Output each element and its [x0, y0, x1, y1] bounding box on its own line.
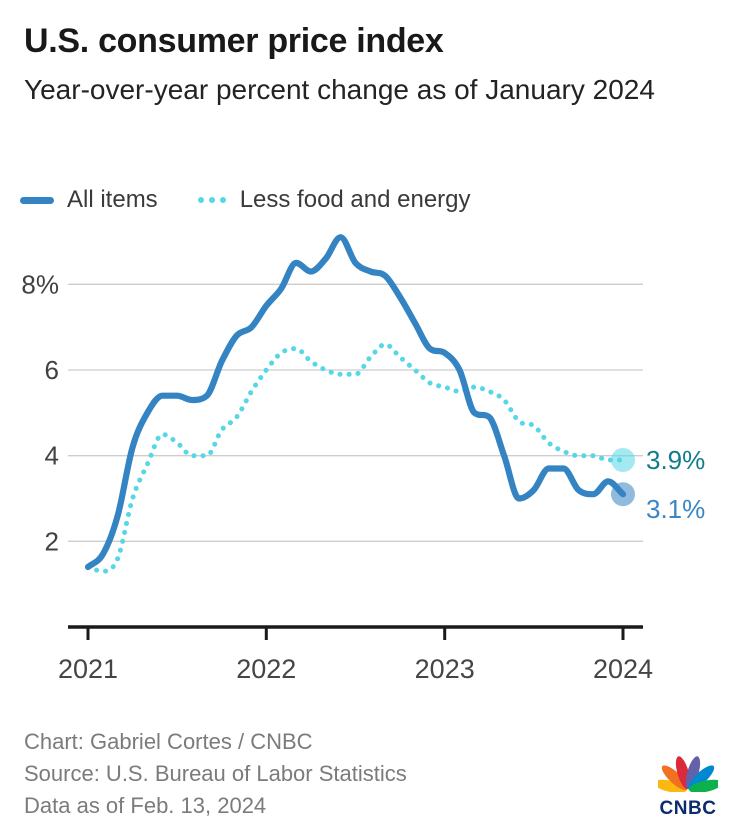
cnbc-wordmark: CNBC — [659, 798, 717, 819]
cnbc-peacock-icon — [653, 756, 723, 793]
peacock-feather-petal — [661, 765, 688, 791]
series-end-label: 3.9% — [646, 445, 705, 475]
all-items-line-swatch — [20, 196, 54, 204]
x-axis-label: 2021 — [58, 654, 118, 684]
series-end-dot — [611, 482, 635, 507]
less-food-energy-line — [85, 341, 626, 574]
x-axis-label: 2022 — [236, 654, 296, 684]
peacock-feather — [688, 765, 715, 791]
y-axis-label: 8% — [21, 269, 59, 299]
cnbc-logo: CNBC — [653, 750, 723, 820]
cpi-line-chart: 8% 6 4 2 2021 2022 2023 2024 3.9% 3.1% — [21, 234, 705, 684]
peacock-feather-petal — [685, 756, 701, 790]
x-axis-label: 2023 — [415, 654, 475, 684]
series-end-label: 3.1% — [646, 494, 705, 524]
x-axis-label: 2024 — [593, 654, 653, 684]
peacock-feather — [685, 756, 701, 790]
legend-item-less-food-energy: Less food and energy — [197, 186, 471, 214]
peacock-feather — [688, 779, 723, 793]
peacock-feather — [661, 765, 688, 791]
peacock-feather-petal — [688, 779, 723, 793]
peacock-feather-petal — [688, 765, 715, 791]
legend-item-all-items: All items — [20, 186, 158, 214]
y-axis-label: 6 — [45, 355, 59, 385]
y-axis-label: 2 — [45, 526, 59, 556]
chart-source: Source: U.S. Bureau of Labor Statistics — [24, 761, 407, 786]
legend-label-less-food-energy: Less food and energy — [239, 186, 471, 213]
legend: All items Less food and energy — [20, 186, 511, 214]
legend-label-all-items: All items — [67, 186, 158, 213]
all-items-line — [84, 234, 627, 571]
chart-credit: Chart: Gabriel Cortes / CNBC — [24, 729, 313, 754]
chart-footer: Chart: Gabriel Cortes / CNBC Source: U.S… — [24, 726, 407, 822]
chart-data-as-of: Data as of Feb. 13, 2024 — [24, 793, 267, 818]
series-end-dot — [611, 448, 635, 472]
y-axis-label: 4 — [45, 441, 59, 471]
less-food-energy-dots-swatch — [197, 197, 226, 203]
page-title: U.S. consumer price index — [24, 22, 444, 60]
chart-subtitle: Year-over-year percent change as of Janu… — [24, 74, 655, 105]
